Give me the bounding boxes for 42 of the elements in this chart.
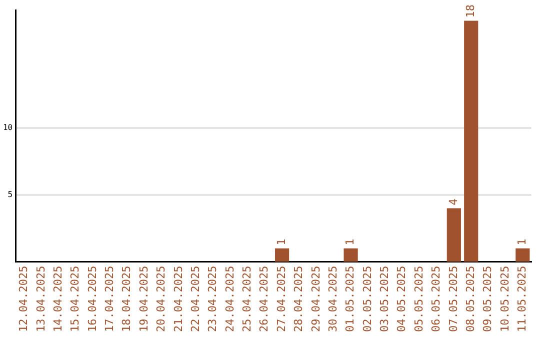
x-tick-label: 18.04.2025: [120, 266, 134, 332]
y-tick-label: 10: [2, 122, 13, 132]
x-tick-label: 24.04.2025: [223, 266, 236, 332]
data-label: 1: [274, 238, 288, 246]
bar: [516, 248, 530, 262]
data-label: 1: [516, 238, 529, 246]
x-tick-label: 30.04.2025: [326, 266, 340, 332]
x-tick-label: 23.04.2025: [206, 266, 220, 332]
x-tick-label: 21.04.2025: [172, 266, 185, 332]
x-tick-label: 20.04.2025: [154, 266, 168, 332]
bar: [344, 248, 358, 262]
x-tick-label: 25.04.2025: [240, 266, 254, 332]
x-tick-label: 15.04.2025: [68, 266, 82, 332]
x-tick-label: 03.05.2025: [378, 266, 392, 332]
x-tick-label: 10.05.2025: [498, 266, 512, 332]
x-tick-label: 05.05.2025: [412, 266, 426, 332]
x-tick-label: 02.05.2025: [360, 266, 374, 332]
y-tick-label: 5: [8, 190, 13, 199]
bar: [274, 248, 290, 262]
x-tick-label: 22.04.2025: [188, 266, 202, 332]
data-label: 4: [446, 198, 460, 206]
data-label: 1: [344, 238, 357, 246]
x-tick-label: 09.05.2025: [481, 266, 494, 332]
x-tick-label: 11.05.2025: [516, 266, 529, 332]
x-tick-label: 04.05.2025: [395, 266, 408, 332]
x-tick-label: 01.05.2025: [344, 266, 357, 332]
x-tick-label: 27.04.2025: [274, 266, 288, 332]
x-tick-label: 07.05.2025: [446, 266, 460, 332]
x-tick-label: 28.04.2025: [292, 266, 306, 332]
x-tick-label: 19.04.2025: [137, 266, 150, 332]
x-tick-label: 06.05.2025: [430, 266, 443, 332]
data-label: 18: [464, 4, 477, 18]
bar: [446, 208, 461, 262]
x-tick-label: 16.04.2025: [86, 266, 99, 332]
bar: [464, 20, 478, 262]
x-tick-label: 26.04.2025: [258, 266, 271, 332]
x-tick-label: 12.04.2025: [17, 266, 30, 332]
x-tick-label: 14.04.2025: [51, 266, 64, 332]
x-tick-label: 08.05.2025: [464, 266, 477, 332]
x-tick-label: 29.04.2025: [309, 266, 322, 332]
x-tick-label: 13.04.2025: [34, 266, 48, 332]
x-tick-label: 17.04.2025: [103, 266, 116, 332]
